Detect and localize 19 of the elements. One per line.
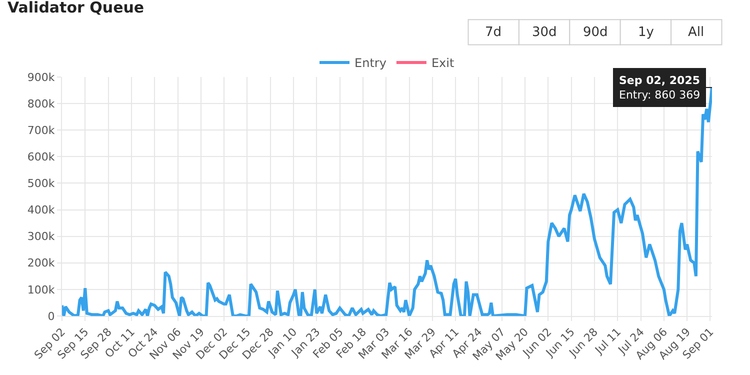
y-tick-label: 0 <box>48 310 55 323</box>
y-tick-label: 100k <box>27 283 56 296</box>
y-tick-label: 800k <box>27 97 56 110</box>
annotation: Sep 02, 2025 Entry: 860 369 <box>619 74 700 102</box>
y-tick-label: 700k <box>27 124 56 137</box>
text: 90d <box>583 25 608 40</box>
chart-title: Validator Queue <box>8 0 144 16</box>
legend-label: Entry <box>354 56 386 70</box>
y-tick-label: 300k <box>27 230 56 244</box>
y-tick-label: 900k <box>27 70 56 84</box>
y-tick-label: 200k <box>27 256 56 270</box>
text: 1y <box>638 25 654 40</box>
text: 30d <box>532 25 557 40</box>
text: All <box>688 25 704 40</box>
y-tick-label: 500k <box>27 177 56 190</box>
y-tick-label: 400k <box>27 204 56 217</box>
text: 7d <box>485 25 502 40</box>
legend-label: Exit <box>431 56 454 70</box>
y-tick-label: 600k <box>27 150 56 164</box>
